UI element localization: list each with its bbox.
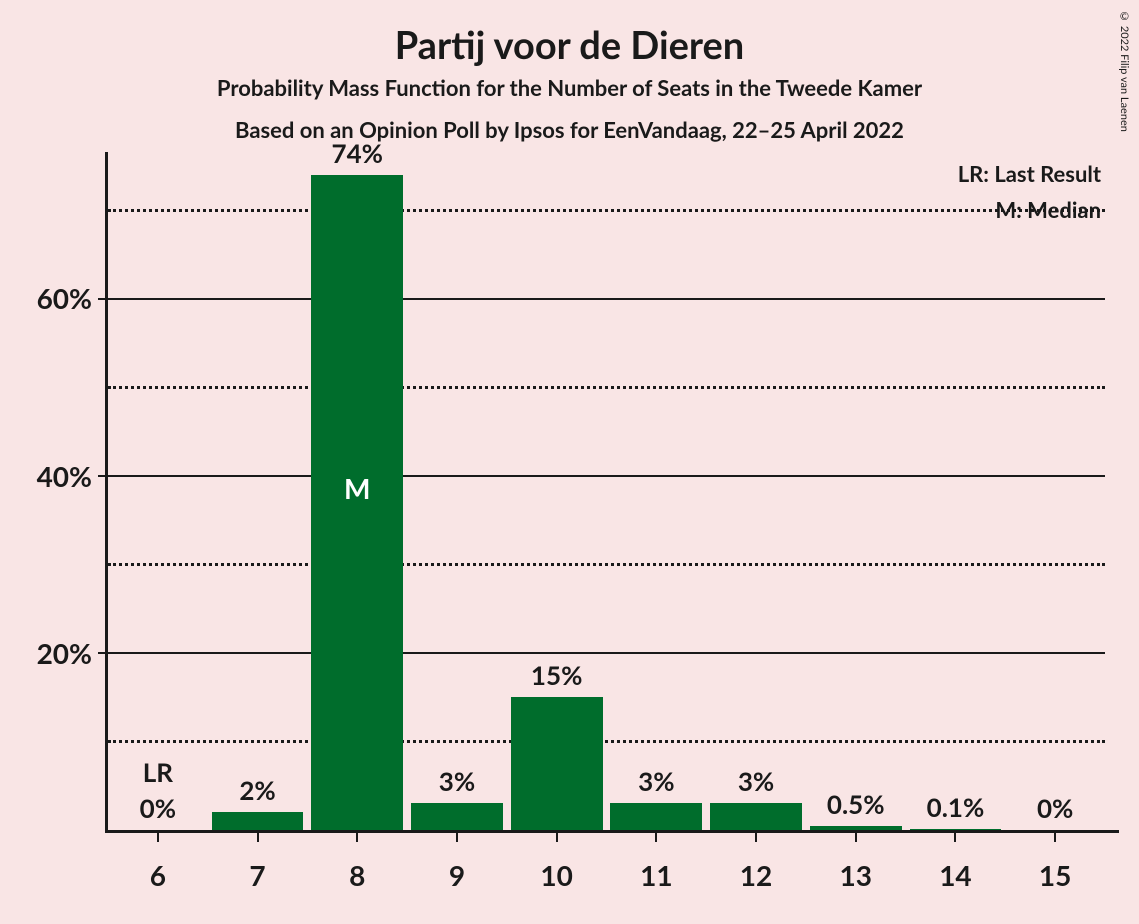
x-axis-tick-label: 14 [906,858,1006,892]
x-axis-tick [855,830,857,842]
y-axis [105,152,108,833]
bar [411,803,503,830]
legend-last-result: LR: Last Result [958,160,1101,187]
x-axis-tick [755,830,757,842]
x-axis-tick-label: 8 [307,858,407,892]
bar-value-label: 0.1% [906,791,1006,823]
plot-area: 20%40%60%60%LR72%874%M93%1015%113%123%13… [108,166,1105,830]
x-axis-tick-label: 6 [108,858,208,892]
bar-value-label: 3% [607,765,707,797]
bar [810,826,902,830]
bar-value-label: 74% [307,137,407,169]
bar [212,812,304,830]
median-marker: M [311,471,403,505]
chart-subtitle-2: Based on an Opinion Poll by Ipsos for Ee… [0,116,1139,143]
y-axis-tick-label: 60% [2,281,92,315]
bar-value-label: 2% [208,774,308,806]
x-axis-tick [556,830,558,842]
x-axis-tick [157,830,159,842]
gridline-minor [108,563,1105,566]
x-axis-tick [1054,830,1056,842]
x-axis-tick-label: 15 [1005,858,1105,892]
x-axis-tick-label: 7 [208,858,308,892]
gridline-minor [108,209,1105,212]
x-axis-tick [356,830,358,842]
bar-value-label: 3% [706,765,806,797]
x-axis-tick-label: 10 [507,858,607,892]
gridline-minor [108,386,1105,389]
x-axis-tick-label: 12 [706,858,806,892]
x-axis-tick-label: 9 [407,858,507,892]
gridline-major [108,652,1105,654]
x-axis-tick [655,830,657,842]
x-axis-tick [456,830,458,842]
bar [511,697,603,830]
gridline-minor [108,740,1105,743]
x-axis-tick [954,830,956,842]
bar-value-label: 0% [1005,792,1105,824]
chart-title: Partij voor de Dieren [0,22,1139,68]
bar-value-label: 3% [407,765,507,797]
bar-value-label: 0.5% [806,788,906,820]
legend-median: M: Median [995,196,1101,223]
bar-value-label: 0% [108,792,208,824]
bar-value-label: 15% [507,659,607,691]
y-axis-tick-label: 40% [2,459,92,493]
bar [710,803,802,830]
bar [910,829,1002,830]
x-axis-tick [257,830,259,842]
gridline-major [108,298,1105,300]
gridline-major [108,475,1105,477]
y-axis-tick-label: 20% [2,636,92,670]
last-result-marker: LR [108,756,208,788]
x-axis-tick-label: 11 [607,858,707,892]
x-axis-tick-label: 13 [806,858,906,892]
bar [610,803,702,830]
chart-subtitle-1: Probability Mass Function for the Number… [0,74,1139,101]
